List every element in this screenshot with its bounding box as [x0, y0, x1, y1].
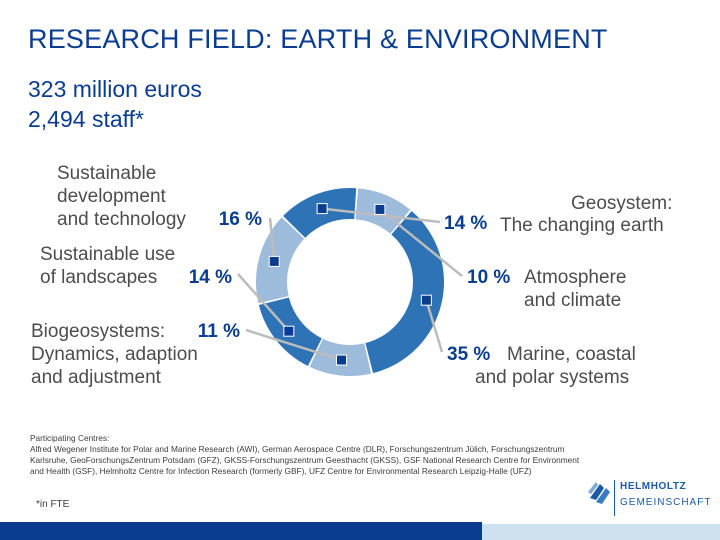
leader-line-6 [268, 217, 276, 262]
slice-marker-3 [420, 294, 432, 306]
slice-label-4-line-3: and adjustment [31, 367, 162, 388]
donut-slices [256, 188, 444, 376]
helmholtz-logo [586, 474, 706, 518]
slice-label-6-line-2: development [57, 186, 167, 207]
slice-marker-6 [268, 255, 280, 267]
budget-figure: 323 million euros [28, 76, 202, 102]
donut-chart: 14 % Geosystem:The changing earth 10 % Atmo… [31, 163, 672, 388]
slice-percent-6: 16 % [219, 209, 262, 230]
slice-label-4-line-2: Dynamics, adaption [31, 344, 198, 365]
slice-6 [256, 217, 305, 304]
slice-label-5-line-2: of landscapes [40, 267, 157, 288]
slice-label-1-line-2: The changing earth [500, 215, 664, 236]
slice-label-2-line-2: and climate [524, 290, 621, 311]
slice-label-2-line-1: Atmosphere [524, 267, 626, 288]
slice-label-3-line-1: Marine, coastal [507, 344, 636, 365]
logo-line2: GEMEINSCHAFT [620, 497, 712, 508]
leader-line-4 [245, 328, 342, 362]
leader-lines [237, 207, 463, 362]
leader-line-2 [379, 208, 463, 277]
footer-bar-light [482, 524, 720, 540]
staff-figure: 2,494 staff* [28, 106, 144, 132]
slice-markers [268, 203, 432, 366]
slice-label-1-line-1: Geosystem: [571, 193, 672, 214]
slice-percent-4: 11 % [198, 321, 240, 342]
page-title: RESEARCH FIELD: EARTH & ENVIRONMENT [28, 24, 608, 54]
leader-line-3 [425, 299, 444, 353]
slice-label-6-line-1: Sustainable [57, 163, 156, 184]
slice-labels: 14 % Geosystem:The changing earth 10 % Atmo… [31, 163, 672, 388]
slice-percent-2: 10 % [467, 267, 510, 288]
participating-list: Alfred Wegener Institute for Polar and M… [30, 444, 580, 476]
slice-percent-3: 35 % [447, 344, 490, 365]
slice-marker-5 [283, 325, 295, 337]
footer-bar-dark [0, 522, 482, 540]
logo-divider [614, 480, 615, 516]
participating-centres: Participating Centres: Alfred Wegener In… [30, 433, 590, 477]
slice-marker-2 [374, 203, 386, 215]
slice-percent-1: 14 % [444, 213, 487, 234]
slice-label-5-line-1: Sustainable use [40, 244, 175, 265]
slice-label-4-line-1: Biogeosystems: [31, 321, 165, 342]
slice-marker-4 [336, 354, 348, 366]
leader-line-1 [321, 207, 441, 224]
leader-line-5 [237, 273, 290, 333]
slice-label-6-line-3: and technology [57, 209, 186, 230]
fte-footnote: *in FTE [36, 499, 70, 510]
logo-mark-icon [588, 482, 610, 504]
slice-marker-1 [316, 203, 328, 215]
slice-percent-5: 14 % [189, 267, 232, 288]
participating-heading: Participating Centres: [30, 433, 110, 443]
slice-label-3-line-2: and polar systems [475, 367, 629, 388]
summary-figures: 323 million euros 2,494 staff* [28, 74, 202, 134]
slice-3 [365, 211, 444, 374]
logo-line1: HELMHOLTZ [620, 481, 687, 492]
